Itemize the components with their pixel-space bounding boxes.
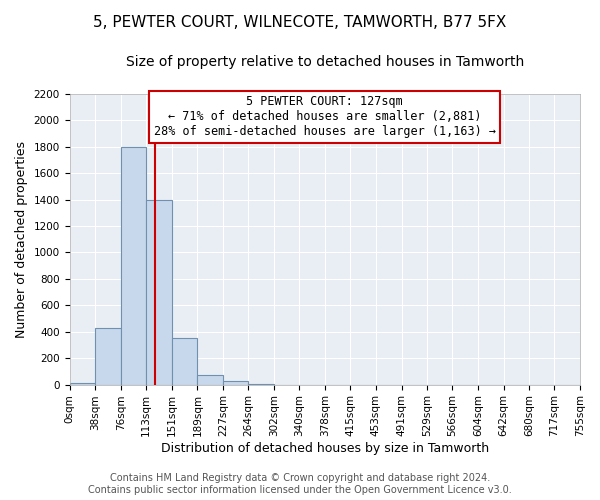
Title: Size of property relative to detached houses in Tamworth: Size of property relative to detached ho… (125, 55, 524, 69)
X-axis label: Distribution of detached houses by size in Tamworth: Distribution of detached houses by size … (161, 442, 489, 455)
Text: Contains HM Land Registry data © Crown copyright and database right 2024.
Contai: Contains HM Land Registry data © Crown c… (88, 474, 512, 495)
Y-axis label: Number of detached properties: Number of detached properties (15, 140, 28, 338)
Bar (172, 338, 197, 384)
Text: 5 PEWTER COURT: 127sqm
← 71% of detached houses are smaller (2,881)
28% of semi-: 5 PEWTER COURT: 127sqm ← 71% of detached… (154, 95, 496, 138)
Bar (121, 146, 146, 384)
Bar (223, 382, 248, 384)
Bar (146, 200, 172, 384)
Bar (95, 328, 121, 384)
Bar (197, 376, 223, 384)
Text: 5, PEWTER COURT, WILNECOTE, TAMWORTH, B77 5FX: 5, PEWTER COURT, WILNECOTE, TAMWORTH, B7… (94, 15, 506, 30)
Bar (70, 382, 95, 384)
